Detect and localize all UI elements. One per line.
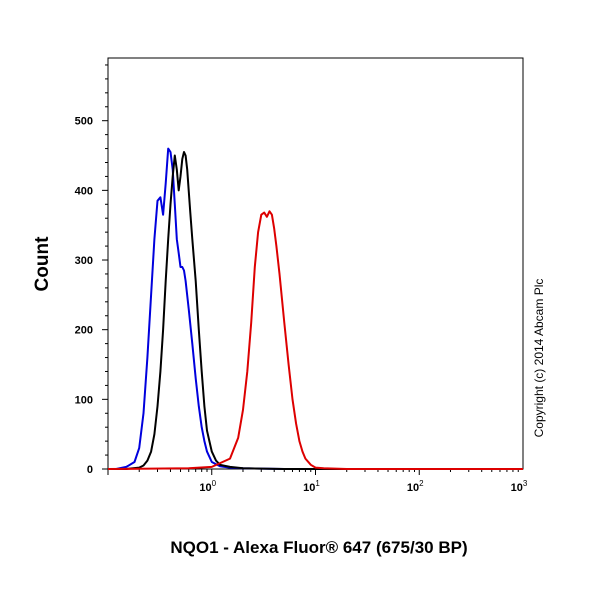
series-line-black: [108, 151, 523, 470]
series-layer: [107, 147, 523, 470]
x-tick-label: 100: [199, 479, 216, 494]
x-tick-label: 103: [511, 479, 528, 494]
series-line-blue: [108, 147, 523, 470]
y-tick-label: 500: [75, 116, 93, 128]
x-axis: 100 101 102 103: [107, 469, 528, 494]
x-tick-label: 101: [303, 479, 320, 494]
y-axis: 0 100 200 300 400 500: [75, 64, 108, 476]
y-tick-label: 400: [75, 185, 93, 197]
series-line-red: [107, 210, 523, 470]
x-tick-label: 102: [407, 479, 424, 494]
copyright-annotation: Copyright (c) 2014 Abcam Plc: [532, 279, 546, 438]
y-tick-label: 100: [75, 394, 93, 406]
y-tick-label: 0: [87, 464, 93, 476]
y-tick-label: 300: [75, 255, 93, 267]
plot-frame: [107, 57, 524, 470]
y-axis-title: Count: [32, 236, 53, 292]
x-axis-title: NQO1 - Alexa Fluor® 647 (675/30 BP): [170, 538, 467, 557]
y-tick-label: 200: [75, 325, 93, 337]
